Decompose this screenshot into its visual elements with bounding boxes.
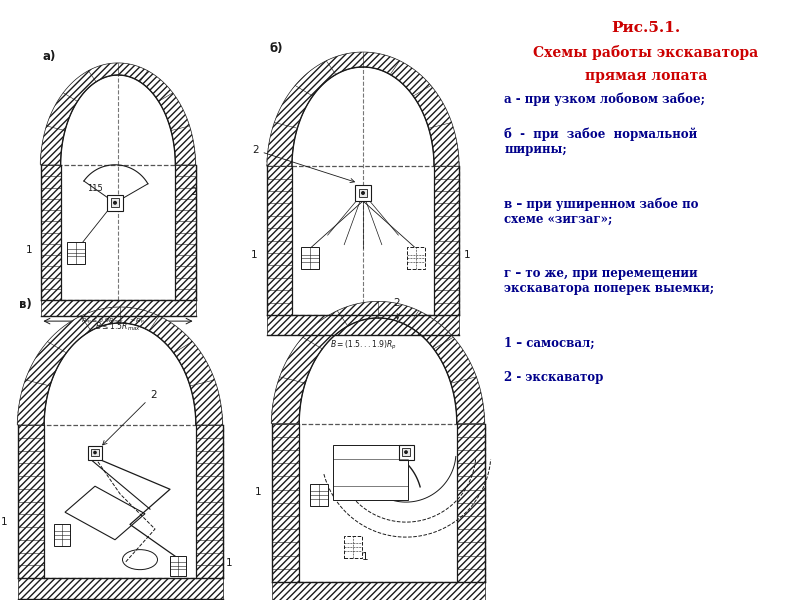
- Text: 2: 2: [393, 298, 400, 319]
- Circle shape: [405, 451, 407, 454]
- Bar: [398, 445, 414, 460]
- Bar: [91, 449, 99, 457]
- Bar: [196, 425, 222, 578]
- Text: в): в): [19, 298, 32, 311]
- Text: 1: 1: [26, 245, 33, 255]
- Bar: [344, 536, 362, 558]
- Polygon shape: [41, 63, 195, 165]
- Text: Схемы работы экскаватора: Схемы работы экскаватора: [534, 45, 758, 60]
- Text: б  -  при  забое  нормальной
ширины;: б - при забое нормальной ширины;: [504, 128, 698, 157]
- Text: $R_{cp}\leq 0.9R_{max}$   $>R_p$: $R_{cp}\leq 0.9R_{max}$ $>R_p$: [81, 317, 145, 327]
- Text: г): г): [274, 293, 285, 306]
- Text: 1: 1: [464, 250, 470, 260]
- Polygon shape: [271, 301, 485, 424]
- Circle shape: [362, 192, 364, 194]
- Text: г – то же, при перемещении
экскаватора поперек выемки;: г – то же, при перемещении экскаватора п…: [504, 267, 714, 295]
- Text: 1: 1: [250, 250, 257, 260]
- Text: а): а): [42, 50, 56, 63]
- Bar: [457, 424, 485, 582]
- Bar: [175, 165, 195, 300]
- Bar: [18, 425, 44, 578]
- Circle shape: [114, 202, 116, 204]
- Bar: [41, 300, 195, 316]
- Bar: [267, 166, 292, 315]
- Bar: [402, 448, 410, 456]
- Polygon shape: [267, 52, 459, 166]
- Bar: [434, 166, 459, 315]
- Text: 2: 2: [252, 145, 354, 182]
- Text: 2 - экскаватор: 2 - экскаватор: [504, 371, 604, 385]
- Bar: [107, 195, 123, 211]
- Bar: [41, 165, 61, 300]
- Text: 1: 1: [362, 552, 368, 562]
- Text: прямая лопата: прямая лопата: [585, 69, 707, 83]
- Text: б): б): [269, 42, 282, 55]
- Bar: [358, 188, 367, 197]
- Text: а - при узком лобовом забое;: а - при узком лобовом забое;: [504, 93, 706, 107]
- Text: 2: 2: [190, 187, 197, 197]
- Bar: [66, 242, 85, 264]
- Text: Рис.5.1.: Рис.5.1.: [611, 21, 681, 35]
- Text: $R_p=0.9R_{max}$  $0.3-0.8R_{max}$  $R_p=0.9R_{max}$: $R_p=0.9R_{max}$ $0.3-0.8R_{max}$ $R_p=0…: [63, 598, 177, 600]
- Bar: [333, 445, 408, 500]
- Bar: [170, 556, 186, 576]
- Bar: [88, 446, 102, 460]
- Text: $B\leq 1.5R_{max}$: $B\leq 1.5R_{max}$: [95, 320, 141, 332]
- Text: $B=(1.5...1.9)R_p$: $B=(1.5...1.9)R_p$: [330, 340, 397, 352]
- Text: 1: 1: [255, 487, 262, 497]
- Bar: [271, 424, 299, 582]
- Text: 1: 1: [1, 517, 7, 527]
- Bar: [110, 199, 119, 207]
- Text: в – при уширенном забое по
схеме «зигзаг»;: в – при уширенном забое по схеме «зигзаг…: [504, 197, 699, 226]
- Text: 1 – самосвал;: 1 – самосвал;: [504, 337, 595, 350]
- Bar: [18, 578, 222, 599]
- Bar: [310, 484, 328, 506]
- Circle shape: [94, 451, 96, 454]
- Bar: [271, 582, 485, 600]
- Polygon shape: [18, 307, 222, 425]
- Text: 1: 1: [226, 558, 232, 568]
- Text: 2: 2: [102, 389, 157, 445]
- Bar: [54, 524, 70, 546]
- Bar: [407, 247, 425, 269]
- Text: 115: 115: [87, 184, 102, 193]
- Bar: [301, 247, 319, 269]
- Bar: [267, 315, 459, 335]
- Bar: [355, 185, 371, 201]
